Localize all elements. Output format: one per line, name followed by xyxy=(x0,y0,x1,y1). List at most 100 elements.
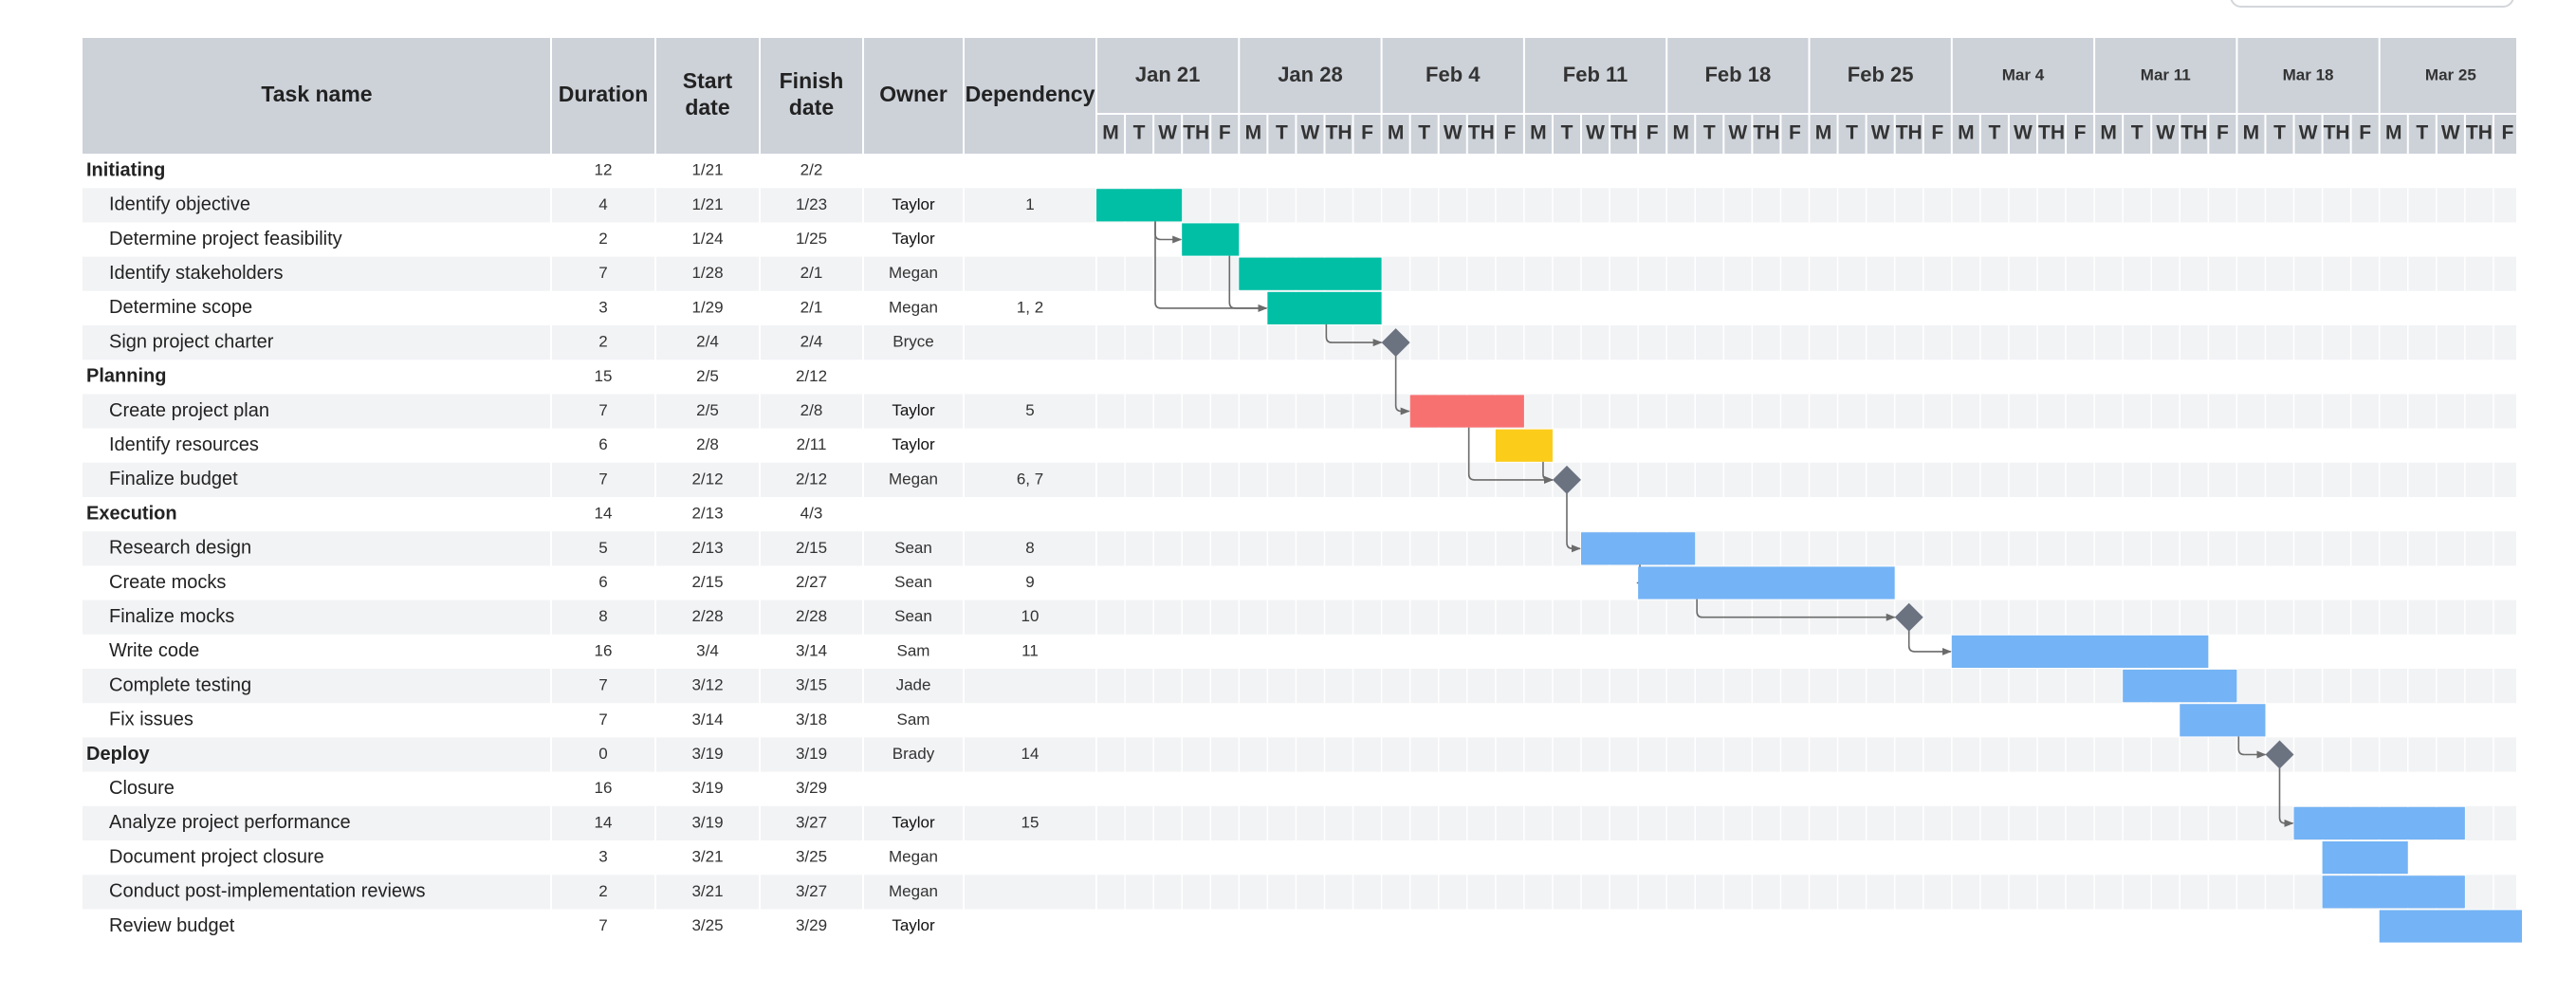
day-label: M xyxy=(1815,122,1832,144)
owner-cell: Bryce xyxy=(892,333,933,351)
dependency-connector xyxy=(2278,767,2294,827)
day-label: TH xyxy=(1183,122,1209,144)
start-date-cell: 3/19 xyxy=(691,745,723,763)
finish-date-cell: 3/27 xyxy=(796,813,827,831)
task-bar xyxy=(2322,841,2408,875)
week-label: Mar 25 xyxy=(2425,65,2476,83)
dependency-connector xyxy=(1228,255,1268,312)
finish-date-cell: 2/4 xyxy=(800,333,823,351)
task-bar xyxy=(2322,876,2465,909)
dependency-cell: 14 xyxy=(1021,745,1040,763)
row-stripe xyxy=(83,462,2516,497)
duration-cell: 7 xyxy=(598,916,607,934)
day-label: M xyxy=(1388,122,1405,144)
col-header-start: Start xyxy=(683,68,733,93)
task-bar xyxy=(2180,704,2266,737)
day-label: T xyxy=(1703,122,1716,144)
duration-cell: 2 xyxy=(598,333,607,351)
finish-date-cell: 3/15 xyxy=(796,676,827,694)
row-stripe xyxy=(83,599,2516,635)
day-label: M xyxy=(2385,122,2402,144)
task-name: Determine scope xyxy=(109,297,252,318)
task-name: Fix issues xyxy=(109,710,193,730)
col-header-owner: Owner xyxy=(879,82,948,106)
start-date-cell: 2/8 xyxy=(696,435,719,453)
day-label: F xyxy=(2074,122,2087,144)
duration-cell: 12 xyxy=(595,161,613,179)
owner-cell: Megan xyxy=(889,264,938,282)
dependency-cell: 11 xyxy=(1021,641,1039,659)
task-name: Closure xyxy=(109,778,175,799)
duration-cell: 7 xyxy=(598,401,607,419)
finish-date-cell: 2/28 xyxy=(796,607,827,625)
day-label: T xyxy=(1846,122,1858,144)
dependency-cell: 10 xyxy=(1021,607,1040,625)
dependency-connector xyxy=(1907,630,1952,655)
dependency-connector xyxy=(2237,736,2267,759)
duration-cell: 0 xyxy=(598,745,607,763)
duration-cell: 16 xyxy=(595,779,613,797)
week-label: Jan 21 xyxy=(1135,63,1201,86)
finish-date-cell: 4/3 xyxy=(800,505,823,523)
owner-cell: Taylor xyxy=(892,195,935,213)
day-label: TH xyxy=(1753,122,1779,144)
owner-cell: Sean xyxy=(894,607,932,625)
day-label: W xyxy=(1871,122,1890,144)
finish-date-cell: 3/29 xyxy=(796,916,827,934)
start-date-cell: 1/21 xyxy=(691,195,723,213)
dependency-cell: 15 xyxy=(1021,813,1040,831)
start-date-cell: 2/5 xyxy=(696,367,719,385)
finish-date-cell: 3/14 xyxy=(796,641,827,659)
col-header-finish: Finish xyxy=(780,68,844,93)
task-bar xyxy=(1638,566,1895,599)
task-name: Conduct post-implementation reviews xyxy=(109,881,426,902)
day-label: T xyxy=(1988,122,2000,144)
finish-date-cell: 2/12 xyxy=(796,367,827,385)
day-label: W xyxy=(2156,122,2175,144)
start-date-cell: 1/24 xyxy=(691,230,723,248)
start-date-cell: 2/12 xyxy=(691,470,723,488)
dependency-connector xyxy=(1542,461,1554,484)
day-label: W xyxy=(2299,122,2318,144)
day-label: TH xyxy=(2324,122,2350,144)
duration-cell: 14 xyxy=(595,813,613,831)
week-label: Feb 4 xyxy=(1426,63,1481,86)
task-name: Document project closure xyxy=(109,846,324,867)
row-stripe xyxy=(83,737,2516,772)
day-label: W xyxy=(1586,122,1605,144)
dependency-cell: 8 xyxy=(1025,539,1034,557)
phase-name: Execution xyxy=(86,503,177,524)
task-bar xyxy=(1096,189,1183,222)
owner-cell: Taylor xyxy=(892,916,935,934)
task-name: Write code xyxy=(109,640,199,661)
day-label: F xyxy=(2502,122,2514,144)
task-name: Determine project feasibility xyxy=(109,229,342,249)
day-label: M xyxy=(1102,122,1119,144)
task-name: Complete testing xyxy=(109,674,251,695)
finish-date-cell: 2/12 xyxy=(796,470,827,488)
start-date-cell: 3/21 xyxy=(691,848,723,866)
day-label: W xyxy=(2441,122,2460,144)
task-name: Analyze project performance xyxy=(109,812,351,833)
phase-name: Deploy xyxy=(86,744,151,765)
duration-cell: 3 xyxy=(598,848,607,866)
day-label: M xyxy=(2243,122,2260,144)
row-stripe xyxy=(83,325,2516,360)
task-name: Identify stakeholders xyxy=(109,263,283,284)
owner-cell: Sean xyxy=(894,573,932,591)
dependency-connector xyxy=(1394,356,1410,415)
duration-cell: 8 xyxy=(598,607,607,625)
start-date-cell: 2/4 xyxy=(696,333,719,351)
task-name: Review budget xyxy=(109,915,235,936)
dependency-cell: 5 xyxy=(1025,401,1034,419)
duration-cell: 16 xyxy=(595,641,613,659)
duration-cell: 7 xyxy=(598,710,607,729)
start-date-cell: 3/4 xyxy=(696,641,719,659)
week-label: Mar 18 xyxy=(2283,65,2334,83)
col-header-duration: Duration xyxy=(559,82,649,106)
start-date-cell: 2/15 xyxy=(691,573,723,591)
day-label: T xyxy=(1276,122,1288,144)
duration-cell: 3 xyxy=(598,298,607,316)
day-label: T xyxy=(1418,122,1430,144)
